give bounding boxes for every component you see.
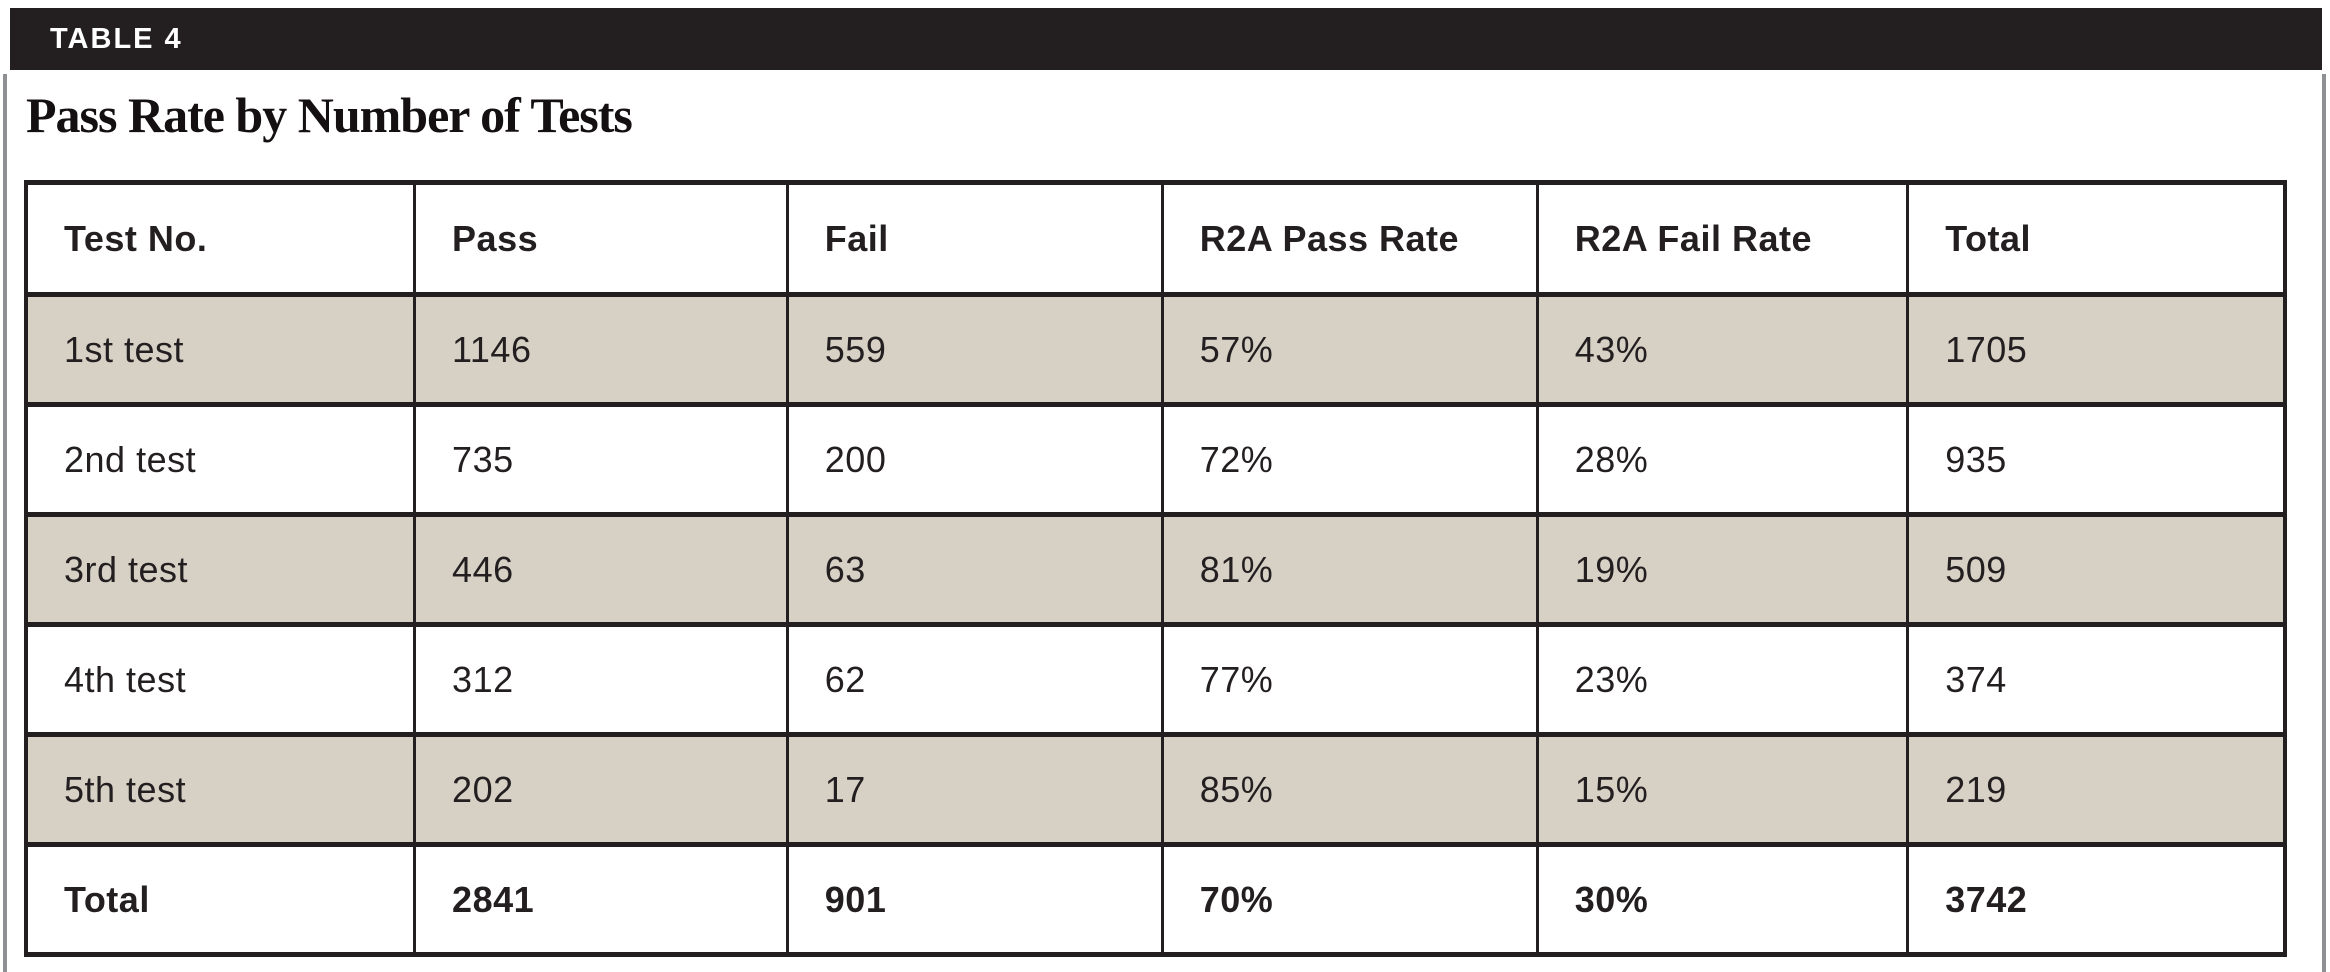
cell-fail-rate: 15%: [1535, 732, 1910, 847]
column-header-r2a-pass-rate: R2A Pass Rate: [1160, 180, 1539, 297]
cell-pass: 1146: [413, 292, 789, 407]
cell-pass: 735: [413, 402, 789, 517]
cell-fail: 200: [785, 402, 1164, 517]
cell-pass: 202: [413, 732, 789, 847]
column-header-fail: Fail: [785, 180, 1164, 297]
cell-fail-rate: 43%: [1535, 292, 1910, 407]
page-edge-right: [2322, 74, 2326, 972]
page-edge-left: [3, 74, 7, 972]
cell-total: 1705: [1906, 292, 2287, 407]
cell-test-label: 5th test: [24, 732, 417, 847]
cell-total: 935: [1906, 402, 2287, 517]
cell-pass-rate: 85%: [1160, 732, 1539, 847]
table-tag-label: TABLE 4: [50, 22, 183, 55]
cell-test-label: Total: [24, 842, 417, 957]
cell-total: 219: [1906, 732, 2287, 847]
cell-fail-rate: 28%: [1535, 402, 1910, 517]
table-row-1st-test: 1st test 1146 559 57% 43% 1705: [24, 292, 2287, 407]
cell-fail: 62: [785, 622, 1164, 737]
cell-total: 3742: [1906, 842, 2287, 957]
cell-fail: 17: [785, 732, 1164, 847]
table-row-5th-test: 5th test 202 17 85% 15% 219: [24, 732, 2287, 847]
table-row-total: Total 2841 901 70% 30% 3742: [24, 842, 2287, 957]
cell-fail-rate: 30%: [1535, 842, 1910, 957]
column-header-test-no: Test No.: [24, 180, 417, 297]
cell-pass-rate: 57%: [1160, 292, 1539, 407]
table-title: Pass Rate by Number of Tests: [26, 87, 633, 143]
table-header-row: Test No. Pass Fail R2A Pass Rate R2A Fai…: [24, 180, 2287, 297]
table-row-3rd-test: 3rd test 446 63 81% 19% 509: [24, 512, 2287, 627]
cell-test-label: 3rd test: [24, 512, 417, 627]
table-tag-bar: TABLE 4: [10, 8, 2322, 70]
column-header-r2a-fail-rate: R2A Fail Rate: [1535, 180, 1910, 297]
cell-test-label: 4th test: [24, 622, 417, 737]
cell-fail-rate: 19%: [1535, 512, 1910, 627]
cell-pass-rate: 72%: [1160, 402, 1539, 517]
cell-fail: 559: [785, 292, 1164, 407]
cell-test-label: 1st test: [24, 292, 417, 407]
cell-total: 374: [1906, 622, 2287, 737]
cell-pass-rate: 81%: [1160, 512, 1539, 627]
cell-fail: 63: [785, 512, 1164, 627]
cell-fail-rate: 23%: [1535, 622, 1910, 737]
cell-pass: 2841: [413, 842, 789, 957]
cell-pass: 312: [413, 622, 789, 737]
column-header-total: Total: [1906, 180, 2287, 297]
cell-total: 509: [1906, 512, 2287, 627]
table-row-2nd-test: 2nd test 735 200 72% 28% 935: [24, 402, 2287, 517]
cell-pass-rate: 70%: [1160, 842, 1539, 957]
pass-rate-table: Test No. Pass Fail R2A Pass Rate R2A Fai…: [24, 180, 2287, 957]
table-row-4th-test: 4th test 312 62 77% 23% 374: [24, 622, 2287, 737]
cell-pass: 446: [413, 512, 789, 627]
cell-fail: 901: [785, 842, 1164, 957]
cell-test-label: 2nd test: [24, 402, 417, 517]
cell-pass-rate: 77%: [1160, 622, 1539, 737]
column-header-pass: Pass: [413, 180, 789, 297]
